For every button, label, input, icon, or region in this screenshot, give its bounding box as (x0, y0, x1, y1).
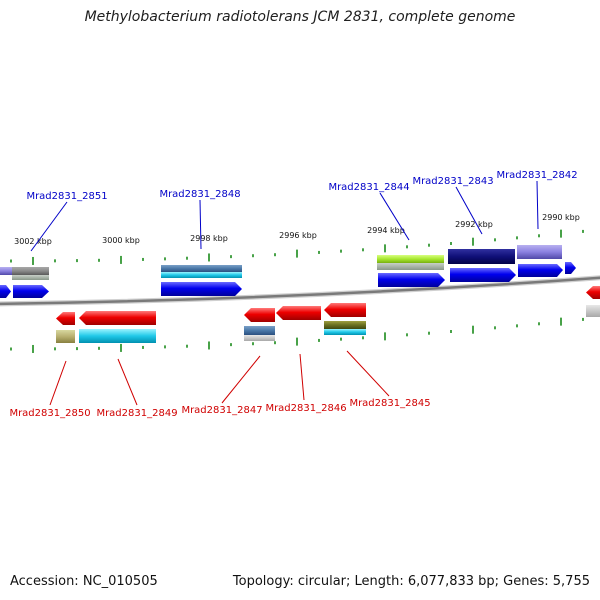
gene-arrow-mrad2831-2846[interactable] (276, 306, 321, 320)
gene-arrow-mrad2831-2843[interactable] (450, 268, 516, 282)
scale-label-2996kbp: 2996 kbp (279, 231, 317, 240)
gene-arrow-mrad2831-2842[interactable] (518, 264, 563, 277)
callout-line-2849 (117, 358, 138, 406)
scale-ticks-lower (10, 317, 584, 353)
label-mrad2831-2847[interactable]: Mrad2831_2847 (181, 405, 262, 416)
callout-line-2842 (536, 180, 539, 230)
gene-block-gray-left-lower[interactable] (12, 275, 49, 280)
gene-block-lime-2844[interactable] (377, 255, 444, 263)
gene-arrow-mrad2831-2844[interactable] (378, 273, 445, 287)
backbone-arc-line (0, 276, 600, 306)
map-title: Methylobacterium radiotolerans JCM 2831,… (84, 9, 516, 25)
callout-line-2845 (346, 350, 390, 397)
gene-block-purple-left[interactable] (0, 267, 12, 275)
gene-arrow-mrad2831-2849[interactable] (79, 311, 156, 325)
label-mrad2831-2851[interactable]: Mrad2831_2851 (26, 191, 107, 202)
scale-ticks-upper (10, 229, 584, 265)
gene-arrow-left-1[interactable] (0, 285, 11, 298)
gene-arrow-mrad2831-2848[interactable] (161, 282, 242, 296)
label-mrad2831-2844[interactable]: Mrad2831_2844 (328, 182, 409, 193)
reverse-strand-features (56, 286, 600, 343)
callout-line-2850 (49, 360, 67, 406)
scale-label-2998kbp: 2998 kbp (190, 234, 228, 243)
label-mrad2831-2843[interactable]: Mrad2831_2843 (412, 176, 493, 187)
callout-line-2847 (221, 355, 261, 404)
scale-label-2994kbp: 2994 kbp (367, 226, 405, 235)
genome-summary-text: Topology: circular; Length: 6,077,833 bp… (232, 574, 590, 589)
backbone-arc (0, 275, 600, 307)
gene-block-navy-2843[interactable] (448, 249, 515, 264)
label-mrad2831-2848[interactable]: Mrad2831_2848 (159, 189, 240, 200)
label-mrad2831-2850[interactable]: Mrad2831_2850 (9, 408, 90, 419)
label-mrad2831-2842[interactable]: Mrad2831_2842 (496, 170, 577, 181)
scale-label-3000kbp: 3000 kbp (102, 236, 140, 245)
callout-line-2848 (199, 199, 202, 250)
gene-block-cyan-2849[interactable] (79, 329, 156, 343)
gene-arrow-mrad2831-2847[interactable] (244, 308, 275, 322)
label-mrad2831-2849[interactable]: Mrad2831_2849 (96, 408, 177, 419)
gene-block-purple-2842[interactable] (517, 245, 562, 259)
gene-block-silver-right-edge[interactable] (586, 305, 600, 317)
label-mrad2831-2846[interactable]: Mrad2831_2846 (265, 403, 346, 414)
gene-block-cyan-2848[interactable] (161, 272, 242, 278)
gene-block-silver-2847[interactable] (244, 335, 275, 341)
callout-line-2851 (30, 201, 68, 252)
gene-block-steel-2847[interactable] (244, 326, 275, 335)
gene-arrow-right-edge[interactable] (586, 286, 600, 299)
gene-block-steel-2848[interactable] (161, 265, 242, 272)
gene-arrow-right-small[interactable] (565, 262, 576, 274)
gene-block-graygreen-2844[interactable] (377, 263, 444, 270)
gene-block-gray-left[interactable] (12, 267, 49, 275)
label-mrad2831-2845[interactable]: Mrad2831_2845 (349, 398, 430, 409)
gene-arrow-mrad2831-2845[interactable] (324, 303, 366, 317)
gene-block-olive-2845[interactable] (324, 321, 366, 329)
callout-line-2843 (455, 186, 483, 235)
accession-text: Accession: NC_010505 (10, 574, 158, 589)
gene-block-olive-2850[interactable] (56, 330, 75, 343)
gene-block-cyan-2845[interactable] (324, 329, 366, 335)
scale-label-2992kbp: 2992 kbp (455, 220, 493, 229)
gene-arrow-mrad2831-2851[interactable] (13, 285, 49, 298)
callout-line-2844 (379, 192, 410, 241)
scale-label-2990kbp: 2990 kbp (542, 213, 580, 222)
forward-strand-features (0, 245, 576, 298)
gene-arrow-mrad2831-2850[interactable] (56, 312, 75, 325)
scale-label-3002kbp: 3002 kbp (14, 237, 52, 246)
callout-line-2846 (299, 353, 305, 401)
